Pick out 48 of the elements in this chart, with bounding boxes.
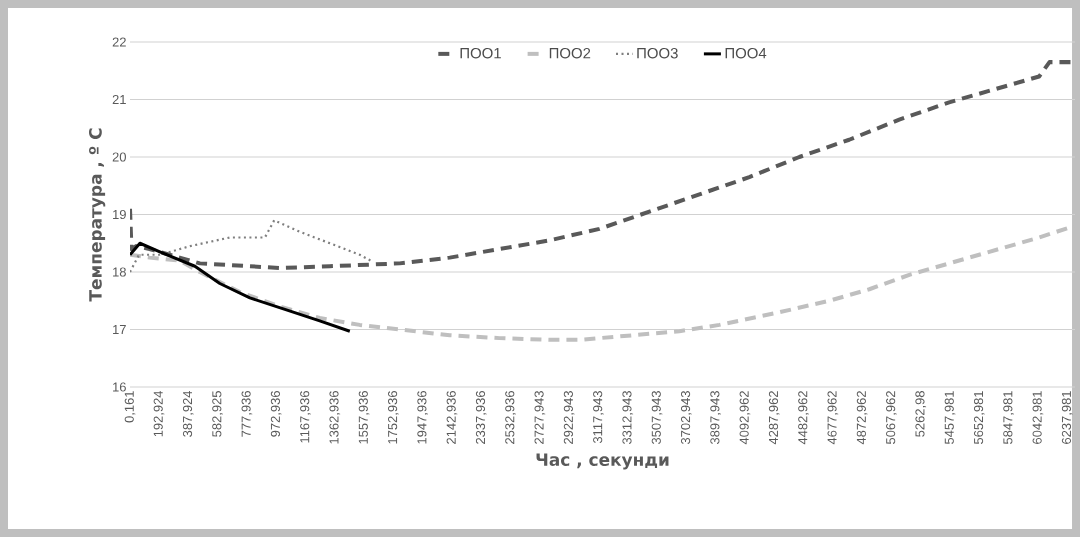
x-tick-label: 4482,962 bbox=[798, 391, 809, 445]
x-tick-label: 3507,943 bbox=[651, 391, 663, 445]
x-tick-label: 4287,962 bbox=[768, 391, 780, 445]
x-tick-label: 2532,936 bbox=[505, 391, 516, 444]
y-tick-label: 18 bbox=[113, 267, 126, 277]
x-tick-label: 0,161 bbox=[124, 391, 136, 423]
y-tick-label: 20 bbox=[112, 152, 126, 162]
y-tick-label: 19 bbox=[113, 209, 126, 220]
y-tick-label: 22 bbox=[112, 37, 126, 47]
x-tick-label: 4677,962 bbox=[827, 391, 839, 445]
line-series bbox=[130, 219, 372, 274]
x-tick-label: 6042,981 bbox=[1032, 391, 1044, 444]
x-tick-label: 5457,981 bbox=[944, 391, 956, 445]
x-tick-label: 1752,936 bbox=[388, 391, 399, 444]
x-tick-label: 5847,981 bbox=[1003, 391, 1014, 445]
legend-label: ПОО3 bbox=[637, 47, 678, 59]
legend-label: ПОО4 bbox=[725, 47, 767, 59]
x-tick-label: 5652,981 bbox=[973, 391, 985, 445]
x-tick-label: 1947,936 bbox=[417, 391, 429, 444]
x-tick-label: 2142,936 bbox=[446, 391, 458, 444]
x-tick-label: 777,936 bbox=[241, 391, 253, 437]
y-tick-label: 21 bbox=[112, 94, 126, 105]
x-tick-label: 4092,962 bbox=[739, 391, 751, 445]
x-tick-label: 3117,943 bbox=[593, 391, 604, 444]
x-tick-label: 5262,98 bbox=[915, 391, 927, 437]
line-series bbox=[130, 241, 352, 333]
x-tick-label: 3702,943 bbox=[680, 391, 692, 445]
x-tick-label: 1167,936 bbox=[300, 391, 311, 443]
legend-label: ПОО2 bbox=[549, 47, 591, 59]
x-tick-label: 2922,943 bbox=[563, 391, 575, 444]
x-tick-label: 4872,962 bbox=[856, 391, 868, 445]
legend-label: ПОО1 bbox=[460, 47, 501, 59]
x-axis-title: Час , секунди bbox=[536, 453, 669, 470]
y-tick-label: 16 bbox=[113, 382, 126, 392]
x-tick-label: 192,924 bbox=[153, 390, 165, 437]
x-tick-label: 5067,962 bbox=[886, 391, 897, 445]
x-tick-label: 1557,936 bbox=[358, 391, 370, 444]
x-tick-label: 1362,936 bbox=[329, 391, 341, 444]
x-tick-label: 2727,943 bbox=[534, 391, 546, 444]
y-tick-label: 17 bbox=[113, 325, 126, 334]
x-tick-label: 582,925 bbox=[212, 391, 223, 437]
x-tick-label: 2337,936 bbox=[475, 391, 487, 444]
x-tick-label: 972,936 bbox=[270, 391, 282, 437]
x-tick-label: 3897,943 bbox=[710, 391, 721, 445]
x-tick-label: 6237,981 bbox=[1061, 391, 1073, 444]
x-tick-label: 3312,943 bbox=[622, 391, 634, 445]
y-axis-title: Температура , º С bbox=[89, 128, 106, 302]
x-tick-label: 387,924 bbox=[182, 390, 194, 437]
